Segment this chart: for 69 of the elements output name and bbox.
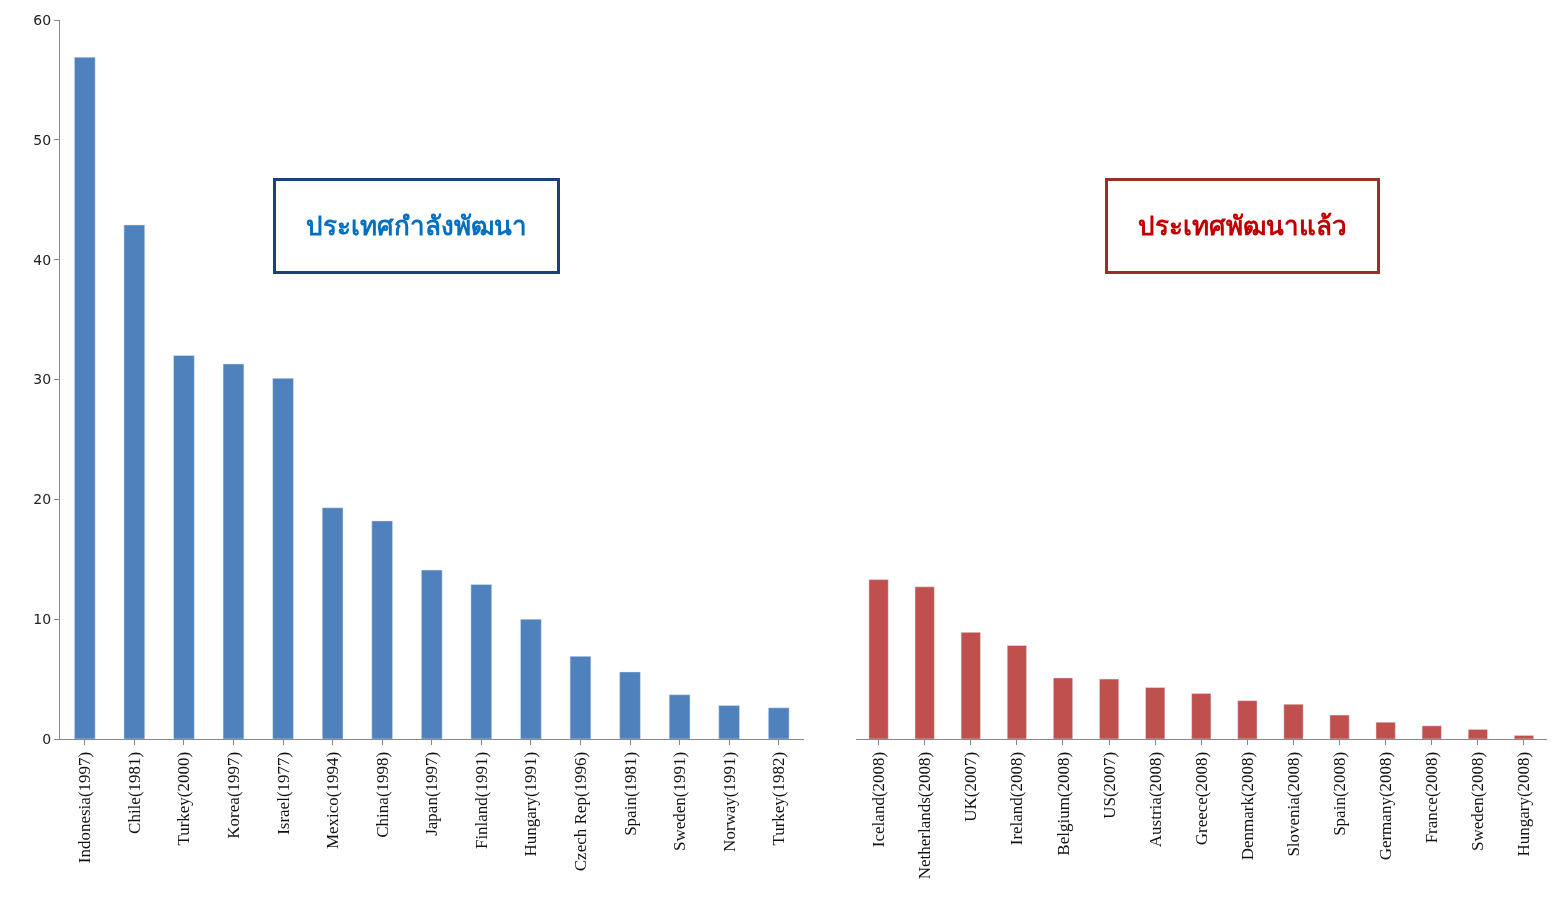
bar xyxy=(960,632,981,739)
x-tick-label: Germany(2008) xyxy=(1376,751,1396,861)
x-tick-label: Spain(2008) xyxy=(1330,751,1350,836)
annotation: ประเทศพัฒนาแล้ว xyxy=(1138,211,1347,241)
bar xyxy=(421,569,443,739)
x-tick-label: Hungary(1991) xyxy=(521,751,541,857)
x-tick-label: Czech Rep(1996) xyxy=(570,751,590,872)
x-tick-label: Israel(1977) xyxy=(273,751,293,835)
x-tick-label: US(2007) xyxy=(1099,751,1119,819)
bar xyxy=(321,507,344,739)
x-tick-label: France(2008) xyxy=(1422,751,1442,844)
bar xyxy=(1145,687,1166,739)
bar xyxy=(569,656,592,739)
bar xyxy=(123,224,146,739)
x-tick-label: UK(2007) xyxy=(961,751,981,822)
bar xyxy=(1283,704,1304,739)
x-tick-label: Greece(2008) xyxy=(1191,751,1211,846)
y-tick-label: 0 xyxy=(42,730,52,747)
bar xyxy=(272,378,294,739)
bar xyxy=(868,579,889,739)
bar xyxy=(1006,645,1027,739)
x-tick-label: Turkey(2000) xyxy=(174,751,194,846)
x-tick-label: Slovenia(2008) xyxy=(1283,751,1303,857)
x-tick-label: Chile(1981) xyxy=(124,751,144,834)
y-tick-label: 40 xyxy=(33,251,52,268)
bar xyxy=(1421,725,1442,739)
x-tick-label: Ireland(2008) xyxy=(1007,751,1027,846)
x-tick-label: Japan(1997) xyxy=(422,751,442,836)
bar xyxy=(718,705,740,739)
bar xyxy=(371,520,393,739)
x-tick-label: Mexico(1994) xyxy=(323,751,343,850)
x-tick-label: Sweden(2008) xyxy=(1468,751,1488,851)
y-tick-label: 20 xyxy=(33,491,52,508)
bar xyxy=(470,584,492,739)
x-tick-label: Sweden(1991) xyxy=(670,751,690,851)
y-tick-label: 30 xyxy=(33,371,52,388)
bar xyxy=(173,355,195,739)
x-tick-label: Austria(2008) xyxy=(1145,751,1165,848)
x-tick-label: Netherlands(2008) xyxy=(915,751,935,880)
y-tick-label: 50 xyxy=(33,131,52,148)
bar xyxy=(1191,693,1212,739)
bar xyxy=(1375,721,1396,739)
x-tick-label: Denmark(2008) xyxy=(1237,751,1257,861)
bar xyxy=(668,694,691,739)
bar xyxy=(1467,729,1488,739)
x-tick-label: Finland(1991) xyxy=(471,751,491,850)
bar xyxy=(520,618,542,739)
bar xyxy=(1053,677,1073,739)
annotation: ประเทศกำลังพัฒนา xyxy=(306,211,527,241)
x-tick-label: China(1998) xyxy=(372,751,392,838)
x-tick-label: Spain(1981) xyxy=(620,751,640,836)
x-tick-label: Turkey(1982) xyxy=(769,751,789,846)
x-tick-label: Korea(1997) xyxy=(224,751,243,839)
bar xyxy=(1329,714,1350,739)
y-tick-label: 60 xyxy=(33,11,52,28)
bar xyxy=(914,586,935,739)
x-tick-label: Norway(1991) xyxy=(719,751,739,852)
x-tick-label: Indonesia(1997) xyxy=(75,751,95,864)
bar xyxy=(222,363,245,739)
bar xyxy=(74,56,96,739)
bar xyxy=(768,707,790,739)
bar xyxy=(1099,678,1119,739)
x-tick-label: Belgium(2008) xyxy=(1053,751,1073,856)
bar xyxy=(619,671,641,739)
y-tick-label: 10 xyxy=(33,611,52,628)
bar xyxy=(1514,735,1534,739)
x-tick-label: Iceland(2008) xyxy=(869,751,889,848)
x-tick-label: Hungary(2008) xyxy=(1514,751,1534,857)
bar xyxy=(1237,700,1258,739)
